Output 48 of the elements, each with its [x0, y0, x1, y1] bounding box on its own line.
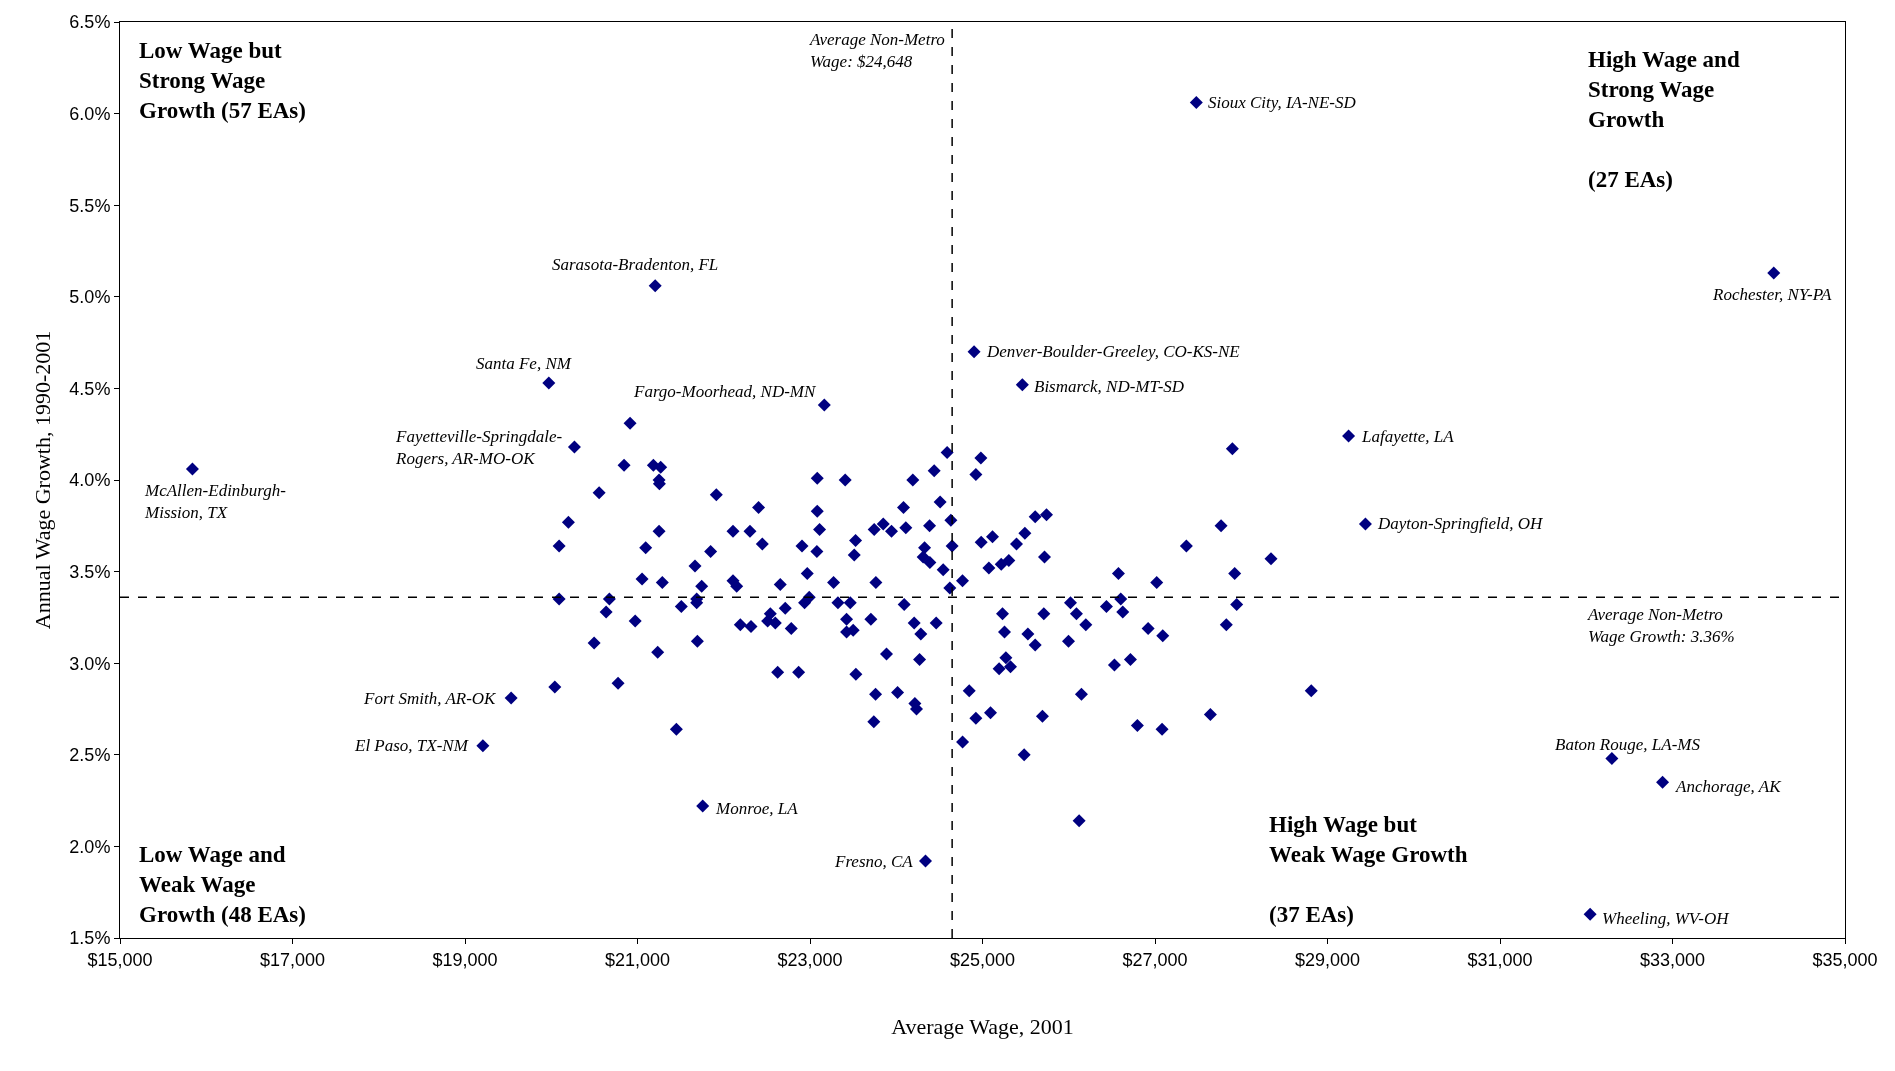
annotation: Low Wage but Strong Wage Growth (57 EAs) [139, 38, 306, 123]
x-axis-title: Average Wage, 2001 [891, 1014, 1074, 1040]
x-tick-label: $17,000 [259, 949, 326, 970]
annotation: Dayton-Springfield, OH [1377, 514, 1545, 533]
x-tick-label: $19,000 [432, 949, 498, 970]
y-tick-label: 5.5% [69, 195, 111, 216]
x-tick-label: $25,000 [949, 949, 1016, 970]
x-tick-label: $33,000 [1639, 949, 1706, 970]
annotation: Sioux City, IA-NE-SD [1208, 93, 1357, 112]
annotation: Baton Rouge, LA-MS [1555, 735, 1701, 754]
annotation: Santa Fe, NM [476, 354, 572, 373]
y-tick-label: 2.0% [69, 836, 111, 857]
annotation: Lafayette, LA [1361, 427, 1455, 446]
x-tick-label: $23,000 [777, 949, 843, 970]
annotation: Fayetteville-Springdale- Rogers, AR-MO-OK [395, 427, 563, 469]
annotation: Bismarck, ND-MT-SD [1034, 377, 1185, 396]
ref-line-label: Average Non-Metro Wage Growth: 3.36% [1587, 605, 1735, 647]
y-tick-label: 4.5% [69, 378, 111, 399]
y-tick-label: 1.5% [69, 928, 111, 949]
x-tick-label: $21,000 [604, 949, 671, 970]
y-tick-label: 6.5% [69, 12, 111, 33]
y-tick-label: 6.0% [69, 103, 111, 124]
annotation: Wheeling, WV-OH [1602, 909, 1731, 928]
y-tick-label: 4.0% [69, 470, 111, 491]
annotation: Fort Smith, AR-OK [363, 689, 498, 708]
annotation: Fresno, CA [834, 852, 914, 871]
x-tick-label: $35,000 [1812, 949, 1878, 970]
x-tick-label: $27,000 [1122, 949, 1188, 970]
y-tick-label: 5.0% [69, 287, 111, 308]
annotation: Rochester, NY-PA [1712, 285, 1832, 304]
annotation: Anchorage, AK [1675, 777, 1783, 796]
annotation: Denver-Boulder-Greeley, CO-KS-NE [986, 342, 1241, 361]
x-tick-label: $15,000 [87, 949, 153, 970]
x-tick-label: $31,000 [1467, 949, 1533, 970]
annotation: Fargo-Moorhead, ND-MN [633, 382, 817, 401]
annotation: Sarasota-Bradenton, FL [552, 255, 719, 274]
x-tick-label: $29,000 [1294, 949, 1361, 970]
y-tick-label: 2.5% [69, 745, 111, 766]
annotation: El Paso, TX-NM [354, 736, 469, 755]
annotation: Low Wage and Weak Wage Growth (48 EAs) [139, 842, 306, 927]
annotation: Monroe, LA [715, 799, 799, 818]
text: High Wage but Weak Wage Growth (37 EAs) [1269, 812, 1468, 927]
ref-line-label: Average Non-Metro Wage: $24,648 [809, 30, 945, 72]
annotation: McAllen-Edinburgh- Mission, TX [144, 481, 287, 523]
y-tick-label: 3.5% [69, 561, 111, 582]
y-tick-label: 3.0% [69, 653, 111, 674]
text: High Wage and Strong Wage Growth (27 EAs) [1588, 47, 1740, 192]
y-axis-title: Annual Wage Growth, 1990-2001 [30, 330, 56, 630]
